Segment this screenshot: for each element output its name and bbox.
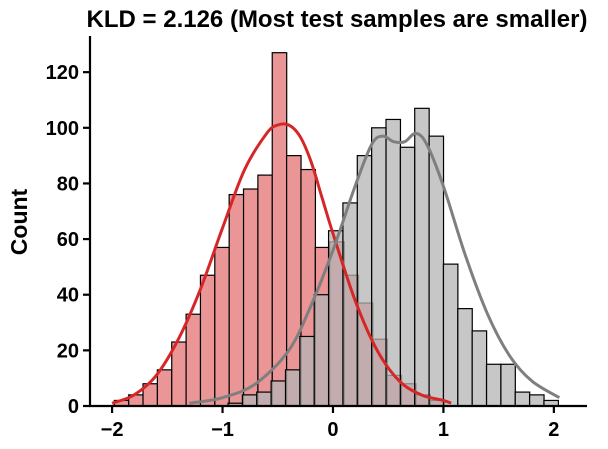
histogram-bar <box>271 52 288 407</box>
y-tick-label: 0 <box>68 396 79 418</box>
x-axis-ticks: −2 −1 0 1 2 <box>101 406 559 441</box>
histogram-bar <box>214 246 230 407</box>
y-tick-label: 100 <box>46 118 79 140</box>
y-axis-ticks: 0 20 40 60 80 100 120 <box>46 62 90 418</box>
histogram-bar <box>457 308 473 407</box>
histogram-bar <box>270 380 287 407</box>
series-2-bars <box>227 107 559 407</box>
kde-curves <box>111 122 561 405</box>
histogram-bar <box>228 193 245 407</box>
histogram-bar <box>242 188 259 407</box>
chart-title: KLD = 2.126 (Most test samples are small… <box>87 6 588 33</box>
histogram-bar <box>399 146 416 407</box>
histogram-bar <box>514 391 531 407</box>
histogram-bar <box>356 155 373 407</box>
histogram-bar <box>199 274 216 407</box>
histogram-bar <box>471 330 488 407</box>
histogram-bar <box>385 118 402 407</box>
x-tick-label: −1 <box>211 419 234 441</box>
x-tick-label: −2 <box>101 419 124 441</box>
histogram-bar <box>414 107 430 407</box>
histogram-bar <box>299 335 315 407</box>
x-tick-label: 1 <box>438 419 449 441</box>
kde-line <box>189 131 561 405</box>
histogram-bar <box>241 394 258 407</box>
y-tick-label: 20 <box>57 340 79 362</box>
y-tick-label: 80 <box>57 173 79 195</box>
y-tick-label: 40 <box>57 285 79 307</box>
histogram-bar <box>156 369 173 407</box>
y-axis-label: Count <box>6 188 32 255</box>
histogram-bar <box>171 341 187 407</box>
histogram-bar <box>442 263 459 407</box>
x-tick-label: 2 <box>548 419 559 441</box>
x-tick-label: 0 <box>327 419 338 441</box>
histogram-bar <box>185 313 202 407</box>
histogram-bar <box>528 394 545 407</box>
y-tick-label: 60 <box>57 229 79 251</box>
histogram-bar <box>500 363 516 407</box>
y-tick-label: 120 <box>46 62 79 84</box>
histogram-bar <box>313 294 330 407</box>
histogram-bar <box>485 363 502 407</box>
histogram-bar <box>256 391 272 407</box>
histogram-bar <box>284 369 301 407</box>
kde-line <box>111 122 452 405</box>
histogram-bar <box>285 155 302 407</box>
